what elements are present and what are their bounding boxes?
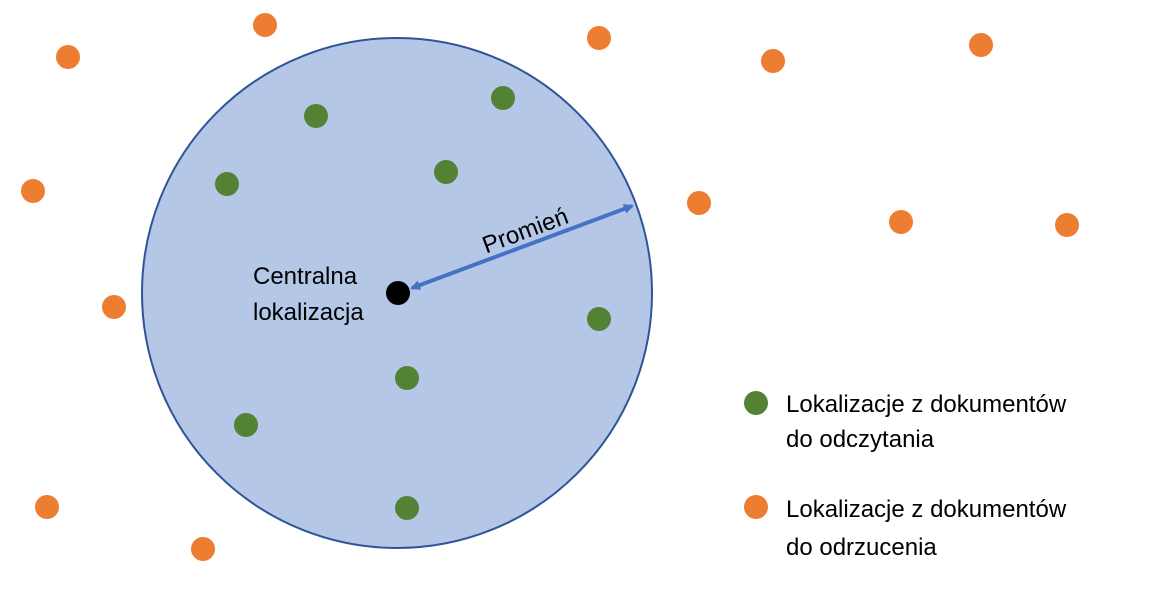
rejected-location-dot — [761, 49, 785, 73]
legend-reject-label-line1: Lokalizacje z dokumentów — [786, 496, 1067, 523]
read-location-dot — [304, 104, 328, 128]
rejected-location-dot — [687, 191, 711, 215]
rejected-location-dot — [969, 33, 993, 57]
rejected-location-dot — [102, 295, 126, 319]
read-location-dot — [395, 496, 419, 520]
legend-reject-label-line2: do odrzucenia — [786, 534, 937, 561]
rejected-location-dot — [253, 13, 277, 37]
read-location-dot — [434, 160, 458, 184]
rejected-location-dot — [889, 210, 913, 234]
rejected-location-dot — [35, 495, 59, 519]
rejected-location-dot — [21, 179, 45, 203]
legend-reject-dot — [744, 495, 768, 519]
radius-arrow — [410, 204, 634, 290]
read-locations — [215, 86, 611, 520]
read-location-dot — [215, 172, 239, 196]
rejected-location-dot — [587, 26, 611, 50]
read-location-dot — [587, 307, 611, 331]
read-location-dot — [395, 366, 419, 390]
legend-read-label-line2: do odczytania — [786, 426, 935, 453]
rejected-location-dot — [56, 45, 80, 69]
rejected-locations — [21, 13, 1079, 561]
legend-read-label-line1: Lokalizacje z dokumentów — [786, 391, 1067, 418]
legend: Lokalizacje z dokumentów do odczytania L… — [744, 391, 1067, 561]
read-location-dot — [234, 413, 258, 437]
central-location-label-line1: Centralna — [253, 263, 358, 290]
rejected-location-dot — [191, 537, 215, 561]
rejected-location-dot — [1055, 213, 1079, 237]
legend-read-dot — [744, 391, 768, 415]
read-location-dot — [491, 86, 515, 110]
central-location-dot — [386, 281, 410, 305]
central-location-label-line2: lokalizacja — [253, 299, 364, 326]
